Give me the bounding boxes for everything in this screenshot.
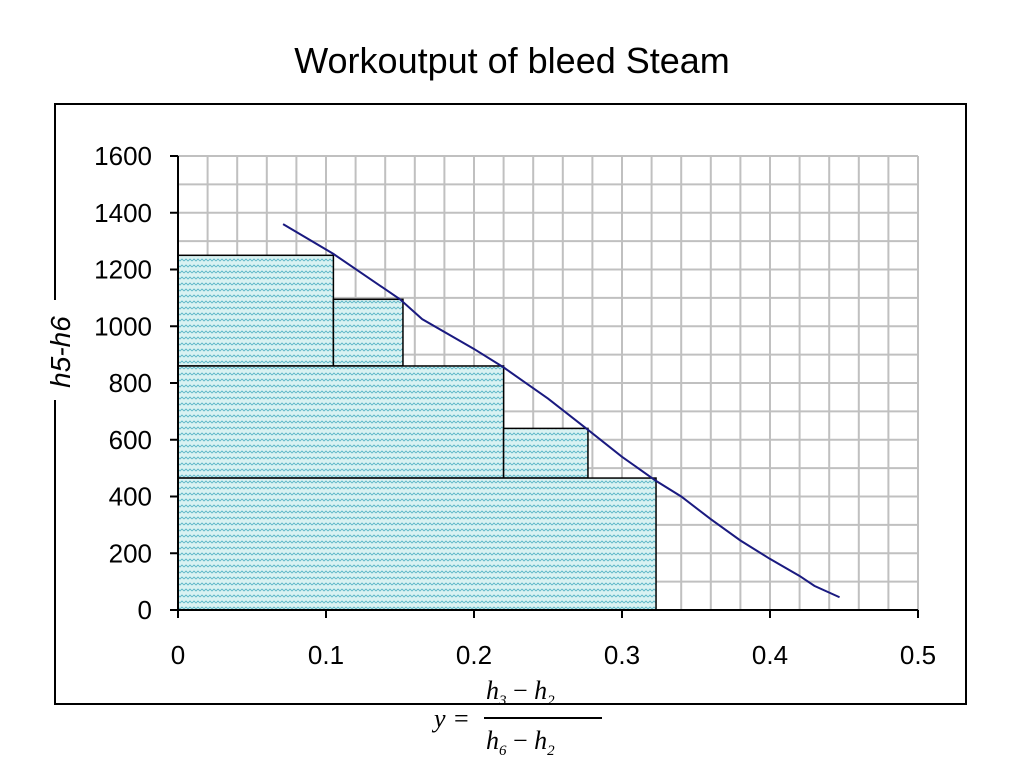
bar-rect-2 <box>332 298 404 367</box>
bar-rect-5 <box>177 477 657 611</box>
y-tick-label: 1400 <box>94 198 152 228</box>
y-tick-label: 1000 <box>94 311 152 341</box>
ylabel-background <box>44 300 68 400</box>
x-tick-label: 0.1 <box>308 640 344 670</box>
y-tick-label: 1600 <box>94 141 152 171</box>
series-line <box>282 223 840 599</box>
bar-rect-3 <box>177 365 505 479</box>
y-tick-label: 200 <box>109 538 152 568</box>
x-tick-label: 0 <box>171 640 185 670</box>
y-axis-label: h5-h6 <box>45 316 76 388</box>
x-tick-label: 0.4 <box>752 640 788 670</box>
x-axis-label-equals: = <box>454 704 469 733</box>
x-axis-label-lhs: y <box>434 704 446 733</box>
y-tick-label: 1200 <box>94 255 152 285</box>
bar-rect-4 <box>502 427 589 479</box>
bar-rect-1 <box>177 254 335 367</box>
x-tick-label: 0.5 <box>900 640 936 670</box>
y-tick-label: 800 <box>109 368 152 398</box>
y-tick-label: 600 <box>109 425 152 455</box>
y-tick-label: 0 <box>138 595 152 625</box>
x-axis-label-numerator: h3 − h2 <box>486 676 555 710</box>
curve-layer <box>282 223 840 599</box>
y-tick-label: 400 <box>109 482 152 512</box>
x-tick-label: 0.3 <box>604 640 640 670</box>
x-tick-label: 0.2 <box>456 640 492 670</box>
x-axis-label-denominator: h6 − h2 <box>486 726 555 760</box>
x-axis-label: y = h3 − h2 h6 − h2 <box>430 676 610 766</box>
ticks-layer: 0 200 400 600 800 1000 1200 1400 1600 0 0.1 0.2 0.3 0… <box>94 141 936 670</box>
chart-title: Workoutput of bleed Steam <box>294 40 730 81</box>
x-axis-label-fraction-bar <box>484 717 602 719</box>
